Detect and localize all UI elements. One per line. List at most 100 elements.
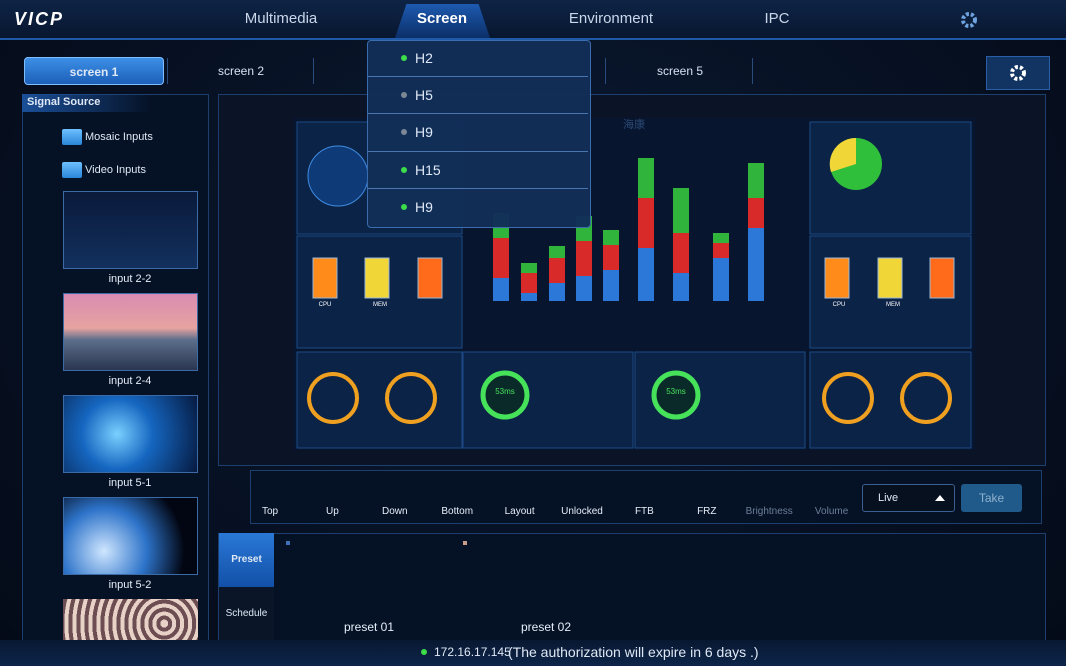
dash-bar [521,263,537,273]
dash-bar [638,158,654,198]
dial [385,372,437,424]
dash-bar [673,188,689,233]
nav-tab[interactable]: Environment [568,10,654,27]
folder-icon [62,162,82,178]
screen-tab[interactable]: screen 5 [656,64,704,78]
tool-label: Volume [814,506,849,517]
input-thumbnail[interactable] [63,497,198,575]
separator [368,76,588,78]
dash-bar [549,283,565,301]
radar [307,145,369,207]
dash-bar [493,278,509,301]
item-label[interactable]: H9 [415,124,433,141]
dash-bar [713,233,729,243]
group-label[interactable]: Mosaic Inputs [85,131,153,143]
gauge-cylinder [312,257,338,299]
dash-bar [748,228,764,301]
item-label[interactable]: H9 [415,198,433,215]
screen-tab[interactable]: screen 1 [24,57,164,85]
tab-divider [167,58,168,84]
dash-panel [296,351,463,449]
tab-divider [313,58,314,84]
dial [307,372,359,424]
dash-panel [809,351,972,449]
ring [480,370,530,420]
nav-tab[interactable]: Multimedia [244,10,318,27]
dial [822,372,874,424]
preview-image: 海康 CPU MEM CPU MEM 53ms 53ms [293,118,975,450]
tool-label[interactable]: Bottom [441,506,474,517]
screen-settings[interactable] [986,56,1050,90]
gauge-cylinder [417,257,443,299]
tab-divider [752,58,753,84]
status-dot [401,203,407,210]
gauge-cylinder [824,257,850,299]
gauge-label: MEM [886,302,900,308]
dropdown [367,40,591,228]
nav-tab[interactable]: IPC [764,10,790,27]
item-label[interactable]: H15 [415,161,441,178]
mode-select[interactable]: Live [862,484,955,512]
dash-bar [673,273,689,301]
gauge-label: CPU [319,302,332,308]
dash-bar [748,163,764,198]
active-tab-bg [395,4,490,38]
status-dot [401,129,407,136]
logo: VICP [14,9,65,29]
tab-divider [605,58,606,84]
input-label: input 5-2 [108,579,152,591]
status-dot [421,649,427,655]
status-message: (The authorization will expire in 6 days… [508,644,759,660]
dash-bar [673,233,689,273]
item-label[interactable]: H2 [415,50,433,66]
dash-bar [521,273,537,293]
gear [1010,65,1026,81]
gauge-label: MEM [373,302,387,308]
folder-icon [62,129,82,145]
status-dot [401,55,407,61]
input-label: input 2-2 [108,273,152,285]
preset-label: preset 01 [343,620,395,634]
tool-label[interactable]: Down [382,506,408,517]
status-ip: 172.16.17.145 [434,645,511,659]
item-label[interactable]: H5 [415,87,433,104]
preview-title: 海康 [623,118,645,131]
preset-thumb[interactable] [463,541,467,545]
input-thumbnail[interactable] [63,293,198,371]
latency: 53ms [495,387,515,396]
group-label[interactable]: Video Inputs [85,164,146,176]
tool-label[interactable]: Up [325,506,339,517]
caret [935,495,945,501]
preset-tab[interactable]: Schedule [219,587,274,641]
preset-thumb[interactable] [286,541,290,545]
preset-tab[interactable]: Preset [219,533,274,587]
tool-label[interactable]: FRZ [697,506,717,517]
tool-label[interactable]: Top [261,506,279,517]
dash-bar [493,238,509,278]
settings-icon[interactable] [958,9,980,31]
dash-bar [521,293,537,301]
dash-bar [713,258,729,301]
gauge-label: CPU [833,302,846,308]
screen-tab[interactable]: screen 2 [217,64,265,78]
input-thumbnail[interactable] [63,599,198,640]
separator [368,187,588,189]
dash-bar [713,243,729,258]
nav-tab[interactable]: Screen [416,10,468,27]
take-button[interactable]: Take [961,484,1022,512]
latency: 53ms [666,387,686,396]
status-dot [401,92,407,99]
sidebar-title: Signal Source [22,94,152,112]
dash-bar [603,270,619,301]
preset-panel [218,533,1046,643]
tool-label[interactable]: Unlocked [561,506,603,517]
tool-label[interactable]: Layout [504,506,535,517]
tool-label[interactable]: FTB [634,506,654,517]
input-thumbnail[interactable] [63,191,198,269]
status-dot [401,166,407,173]
dash-bar [603,230,619,245]
input-thumbnail[interactable] [63,395,198,473]
mode-value: Live [878,492,899,504]
dash-bar [549,246,565,258]
